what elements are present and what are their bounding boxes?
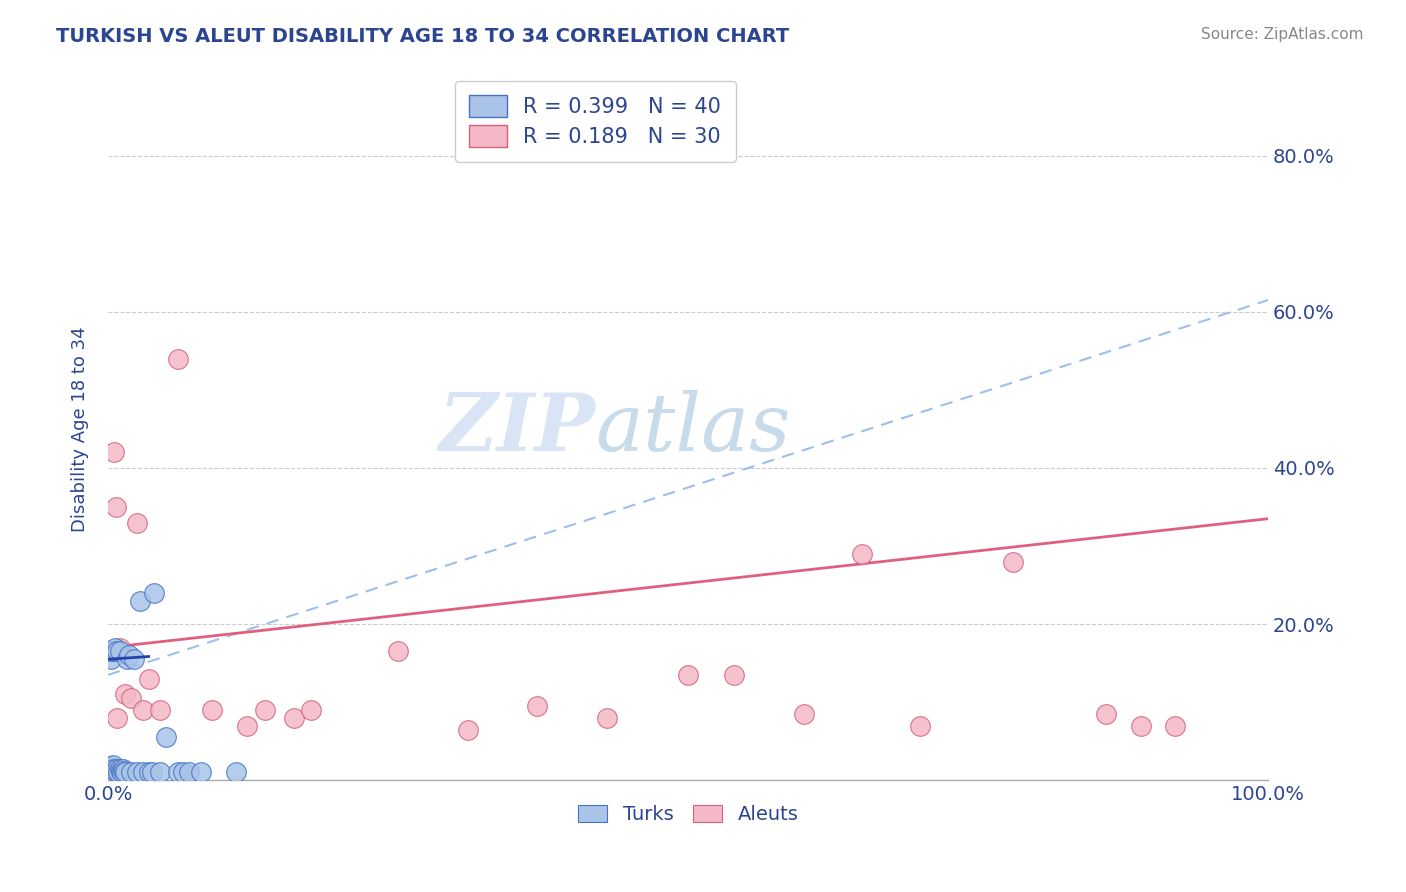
Point (114, 687, 136, 701)
Point (793, 706, 815, 721)
Point (125, 765, 148, 780)
Text: TURKISH VS ALEUT DISABILITY AGE 18 TO 34 CORRELATION CHART: TURKISH VS ALEUT DISABILITY AGE 18 TO 34… (56, 27, 790, 45)
Point (526, 699, 548, 714)
Point (225, 765, 247, 780)
Point (141, 765, 163, 780)
Text: atlas: atlas (595, 390, 790, 467)
Point (104, 764, 127, 778)
Point (166, 351, 188, 366)
Legend: Turks, Aleuts: Turks, Aleuts (568, 795, 808, 834)
Point (107, 765, 129, 780)
Point (105, 500, 128, 514)
Point (112, 764, 135, 778)
Point (105, 644, 128, 658)
Point (101, 757, 124, 772)
Point (143, 586, 166, 600)
Point (179, 765, 201, 780)
Point (103, 445, 125, 459)
Point (120, 765, 142, 780)
Point (1164, 718, 1187, 732)
Point (108, 640, 131, 655)
Point (108, 762, 131, 776)
Point (125, 516, 148, 530)
Point (190, 765, 212, 780)
Point (112, 762, 135, 776)
Point (299, 703, 322, 717)
Point (115, 652, 138, 666)
Point (1001, 555, 1024, 569)
Point (108, 644, 131, 658)
Point (723, 668, 745, 682)
Point (149, 765, 172, 780)
Point (100, 765, 122, 780)
Y-axis label: Disability Age 18 to 34: Disability Age 18 to 34 (72, 326, 89, 532)
Point (100, 652, 122, 666)
Point (138, 765, 160, 780)
Point (118, 648, 141, 663)
Point (105, 765, 128, 780)
Point (105, 711, 128, 725)
Point (103, 644, 125, 658)
Point (98, 762, 121, 776)
Point (132, 703, 155, 717)
Point (111, 765, 134, 780)
Point (100, 644, 122, 658)
Point (98, 764, 121, 778)
Point (129, 593, 152, 607)
Point (1094, 706, 1116, 721)
Point (457, 723, 479, 737)
Point (596, 711, 619, 725)
Point (98, 759, 121, 773)
Point (114, 765, 136, 780)
Point (149, 703, 172, 717)
Point (122, 652, 145, 666)
Point (104, 640, 127, 655)
Point (105, 762, 128, 776)
Point (98, 644, 121, 658)
Point (172, 765, 194, 780)
Point (166, 765, 188, 780)
Point (103, 762, 125, 776)
Point (908, 718, 931, 732)
Point (120, 691, 142, 706)
Point (110, 764, 132, 778)
Point (851, 547, 873, 561)
Point (1129, 718, 1152, 732)
Point (138, 672, 160, 686)
Point (132, 765, 155, 780)
Point (387, 644, 409, 658)
Point (283, 711, 305, 725)
Point (155, 731, 177, 745)
Point (236, 718, 259, 732)
Text: ZIP: ZIP (439, 390, 595, 467)
Point (676, 668, 699, 682)
Point (201, 703, 224, 717)
Point (101, 762, 124, 776)
Text: Source: ZipAtlas.com: Source: ZipAtlas.com (1201, 27, 1364, 42)
Point (253, 703, 276, 717)
